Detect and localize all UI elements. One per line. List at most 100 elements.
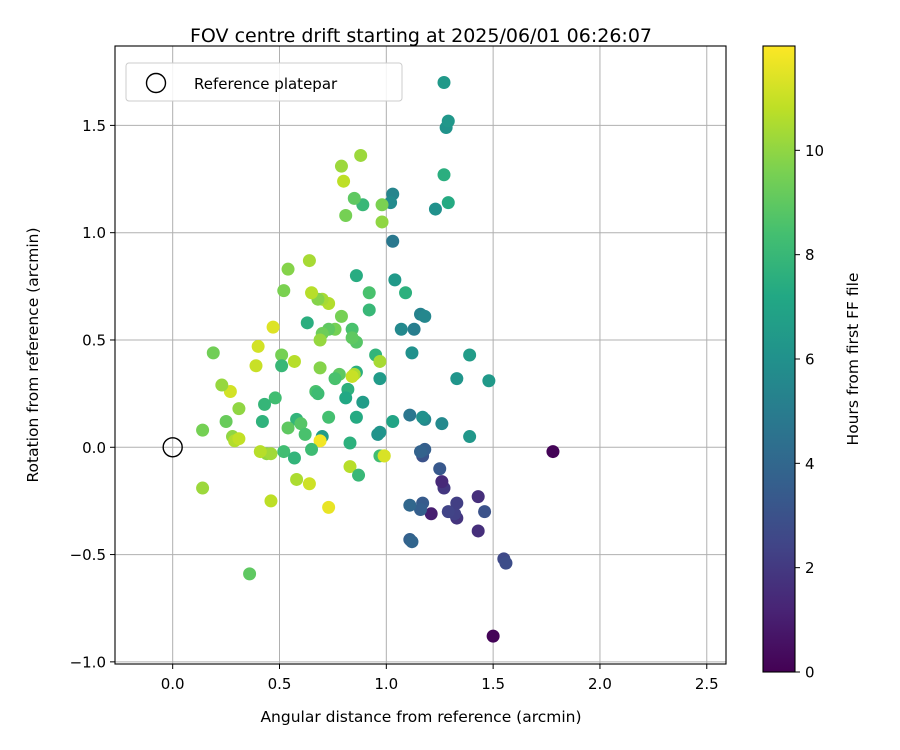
data-point (334, 159, 348, 173)
grid-horizontal (115, 124, 726, 663)
data-point (281, 421, 295, 435)
data-point (405, 346, 419, 360)
data-point (339, 209, 353, 223)
data-point (266, 320, 280, 334)
data-point (403, 408, 417, 422)
data-point (394, 322, 408, 336)
data-point (362, 303, 376, 317)
y-axis-label: Rotation from reference (arcmin) (24, 227, 42, 482)
y-tick-label: 0.5 (82, 331, 106, 349)
data-point (287, 354, 301, 368)
data-point (345, 369, 359, 383)
data-point (414, 503, 427, 516)
data-point (258, 397, 272, 411)
data-point (196, 423, 210, 437)
data-point (433, 462, 447, 476)
x-tick-label: 1.5 (481, 675, 505, 693)
y-axis-ticks: −1.0 −0.5 0.0 0.5 1.0 1.5 (70, 117, 115, 671)
x-tick-label: 1.0 (374, 675, 398, 693)
data-point (437, 75, 451, 89)
data-point (405, 535, 419, 549)
x-tick-label: 0.0 (161, 675, 185, 693)
data-point (300, 316, 314, 330)
data-point (349, 410, 363, 424)
data-point (275, 359, 289, 373)
data-point (354, 148, 368, 162)
data-point (339, 391, 353, 405)
data-point (416, 410, 430, 424)
y-tick-label: −1.0 (70, 653, 106, 671)
colorbar-tick-label: 0 (805, 664, 815, 682)
legend: Reference platepar (125, 62, 403, 102)
data-point (373, 354, 387, 368)
data-point (264, 447, 278, 461)
data-point (373, 372, 387, 386)
colorbar-tick-label: 4 (805, 455, 815, 473)
data-point (435, 417, 449, 431)
grid-vertical (172, 46, 708, 664)
data-point (343, 460, 357, 474)
data-point (375, 198, 389, 212)
x-axis-label: Angular distance from reference (arcmin) (260, 708, 581, 726)
data-point (371, 427, 385, 441)
x-axis-ticks: 0.0 0.5 1.0 1.5 2.0 2.5 (161, 664, 719, 693)
data-point (249, 359, 263, 373)
colorbar-label: Hours from first FF file (844, 273, 862, 446)
data-point (275, 348, 289, 362)
data-point (399, 286, 413, 300)
colorbar-tick-label: 10 (805, 142, 824, 160)
data-point (356, 395, 370, 409)
data-point (546, 445, 560, 459)
data-point (437, 168, 451, 182)
colorbar-gradient (762, 45, 796, 673)
data-point (206, 346, 220, 360)
x-tick-label: 2.5 (695, 675, 719, 693)
data-point (215, 378, 229, 392)
x-tick-label: 2.0 (588, 675, 612, 693)
data-points (196, 75, 560, 643)
data-point (253, 445, 267, 459)
chart-title: FOV centre drift starting at 2025/06/01 … (190, 25, 652, 47)
data-point (322, 410, 336, 424)
plot-frame (114, 45, 727, 665)
data-point (305, 442, 319, 456)
data-point (499, 556, 513, 570)
data-point (450, 372, 464, 386)
data-point (305, 286, 319, 300)
y-tick-label: 1.5 (82, 117, 106, 135)
data-point (471, 490, 485, 504)
data-point (386, 415, 400, 429)
data-point (268, 391, 282, 405)
data-point (441, 196, 455, 210)
reference-platepar-marker (162, 437, 183, 458)
legend-label: Reference platepar (194, 75, 338, 93)
data-point (298, 427, 312, 441)
y-tick-label: −0.5 (70, 546, 106, 564)
colorbar-tick-label: 8 (805, 246, 815, 264)
colorbar-ticks: 0 2 4 6 8 10 (795, 142, 824, 682)
data-point (232, 402, 246, 416)
data-point (311, 387, 325, 401)
colorbar-tick-label: 2 (805, 559, 815, 577)
data-point (441, 505, 455, 519)
data-point (362, 286, 376, 300)
data-point (428, 202, 442, 216)
data-point (386, 234, 400, 248)
data-point (418, 309, 432, 323)
legend-box (125, 62, 403, 102)
data-point (251, 339, 265, 353)
data-point (232, 432, 246, 446)
data-point (264, 494, 278, 508)
y-tick-label: 1.0 (82, 224, 106, 242)
data-point (277, 445, 291, 459)
data-point (441, 114, 455, 128)
data-point (255, 415, 269, 429)
data-point (388, 273, 402, 287)
data-point (463, 430, 477, 444)
data-point (407, 322, 421, 336)
legend-marker-icon (145, 72, 167, 94)
data-point (403, 498, 417, 512)
data-point (463, 348, 477, 362)
colorbar: 0 2 4 6 8 10 Hours from first FF file (762, 45, 862, 682)
